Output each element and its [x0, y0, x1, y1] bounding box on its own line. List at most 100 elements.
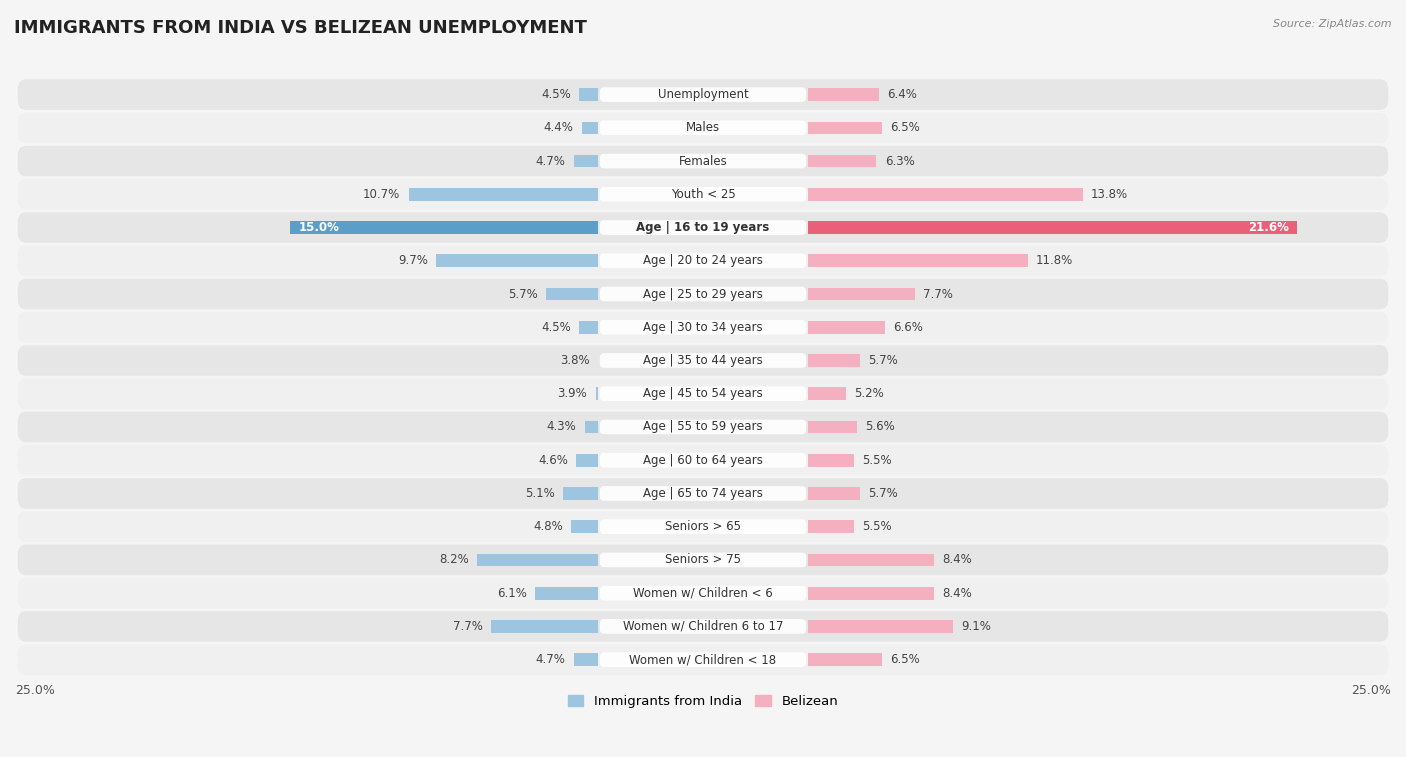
- Text: Age | 55 to 59 years: Age | 55 to 59 years: [643, 420, 763, 434]
- Text: 9.1%: 9.1%: [962, 620, 991, 633]
- Bar: [574, 154, 599, 167]
- Text: 4.8%: 4.8%: [533, 520, 562, 533]
- Text: Age | 25 to 29 years: Age | 25 to 29 years: [643, 288, 763, 301]
- FancyBboxPatch shape: [18, 611, 1388, 642]
- Text: Females: Females: [679, 154, 727, 167]
- Bar: [562, 488, 599, 500]
- FancyBboxPatch shape: [18, 378, 1388, 409]
- Bar: [807, 254, 1028, 267]
- Text: Age | 60 to 64 years: Age | 60 to 64 years: [643, 453, 763, 467]
- Text: 4.5%: 4.5%: [541, 88, 571, 101]
- Text: 6.1%: 6.1%: [496, 587, 527, 600]
- Text: 8.2%: 8.2%: [439, 553, 470, 566]
- FancyBboxPatch shape: [600, 220, 806, 235]
- Bar: [807, 520, 855, 533]
- Text: 5.2%: 5.2%: [855, 388, 884, 400]
- FancyBboxPatch shape: [600, 386, 806, 401]
- Text: 5.7%: 5.7%: [868, 354, 898, 367]
- Bar: [807, 421, 858, 433]
- Text: 3.8%: 3.8%: [561, 354, 591, 367]
- Bar: [807, 188, 1083, 201]
- Bar: [436, 254, 599, 267]
- Text: 6.5%: 6.5%: [890, 121, 920, 134]
- Text: Unemployment: Unemployment: [658, 88, 748, 101]
- FancyBboxPatch shape: [600, 653, 806, 667]
- Bar: [807, 653, 882, 666]
- Text: Source: ZipAtlas.com: Source: ZipAtlas.com: [1274, 19, 1392, 29]
- Text: 8.4%: 8.4%: [942, 553, 972, 566]
- FancyBboxPatch shape: [600, 87, 806, 102]
- FancyBboxPatch shape: [600, 453, 806, 468]
- Bar: [807, 454, 855, 466]
- FancyBboxPatch shape: [18, 113, 1388, 143]
- Text: 7.7%: 7.7%: [924, 288, 953, 301]
- Text: Youth < 25: Youth < 25: [671, 188, 735, 201]
- Bar: [579, 321, 599, 334]
- FancyBboxPatch shape: [600, 486, 806, 501]
- FancyBboxPatch shape: [18, 512, 1388, 542]
- FancyBboxPatch shape: [18, 578, 1388, 609]
- Text: 25.0%: 25.0%: [15, 684, 55, 696]
- Text: Age | 45 to 54 years: Age | 45 to 54 years: [643, 388, 763, 400]
- Bar: [807, 89, 879, 101]
- Bar: [807, 388, 846, 400]
- Text: IMMIGRANTS FROM INDIA VS BELIZEAN UNEMPLOYMENT: IMMIGRANTS FROM INDIA VS BELIZEAN UNEMPL…: [14, 19, 586, 37]
- Bar: [807, 553, 934, 566]
- Text: 5.5%: 5.5%: [863, 520, 893, 533]
- FancyBboxPatch shape: [600, 354, 806, 368]
- Bar: [536, 587, 599, 600]
- FancyBboxPatch shape: [600, 519, 806, 534]
- FancyBboxPatch shape: [18, 312, 1388, 343]
- Text: 4.6%: 4.6%: [538, 453, 568, 467]
- Bar: [807, 288, 915, 301]
- FancyBboxPatch shape: [18, 79, 1388, 110]
- Bar: [585, 421, 599, 433]
- Text: Women w/ Children < 18: Women w/ Children < 18: [630, 653, 776, 666]
- Text: 4.5%: 4.5%: [541, 321, 571, 334]
- Text: 5.6%: 5.6%: [865, 420, 896, 434]
- Text: 6.6%: 6.6%: [893, 321, 922, 334]
- Text: 4.7%: 4.7%: [536, 653, 565, 666]
- Text: 6.4%: 6.4%: [887, 88, 917, 101]
- FancyBboxPatch shape: [18, 445, 1388, 475]
- FancyBboxPatch shape: [18, 146, 1388, 176]
- Bar: [290, 221, 599, 234]
- Text: 3.9%: 3.9%: [558, 388, 588, 400]
- Text: 6.3%: 6.3%: [884, 154, 914, 167]
- Text: Age | 16 to 19 years: Age | 16 to 19 years: [637, 221, 769, 234]
- Text: 8.4%: 8.4%: [942, 587, 972, 600]
- Text: 5.5%: 5.5%: [863, 453, 893, 467]
- Text: 25.0%: 25.0%: [1351, 684, 1391, 696]
- Bar: [571, 520, 599, 533]
- FancyBboxPatch shape: [18, 544, 1388, 575]
- Bar: [576, 454, 599, 466]
- FancyBboxPatch shape: [18, 212, 1388, 243]
- Bar: [807, 354, 860, 367]
- FancyBboxPatch shape: [18, 179, 1388, 210]
- FancyBboxPatch shape: [600, 287, 806, 301]
- FancyBboxPatch shape: [600, 187, 806, 201]
- Text: 4.3%: 4.3%: [547, 420, 576, 434]
- FancyBboxPatch shape: [600, 586, 806, 600]
- Text: 5.1%: 5.1%: [524, 487, 554, 500]
- Bar: [807, 321, 884, 334]
- Bar: [579, 89, 599, 101]
- Bar: [596, 388, 599, 400]
- FancyBboxPatch shape: [600, 120, 806, 136]
- Bar: [582, 122, 599, 134]
- Text: Seniors > 75: Seniors > 75: [665, 553, 741, 566]
- FancyBboxPatch shape: [18, 245, 1388, 276]
- Bar: [807, 221, 1298, 234]
- FancyBboxPatch shape: [18, 345, 1388, 375]
- Text: Women w/ Children < 6: Women w/ Children < 6: [633, 587, 773, 600]
- FancyBboxPatch shape: [600, 154, 806, 168]
- Text: 5.7%: 5.7%: [508, 288, 538, 301]
- Text: 15.0%: 15.0%: [298, 221, 339, 234]
- Text: 10.7%: 10.7%: [363, 188, 401, 201]
- Bar: [807, 154, 876, 167]
- Bar: [807, 122, 882, 134]
- Text: Women w/ Children 6 to 17: Women w/ Children 6 to 17: [623, 620, 783, 633]
- FancyBboxPatch shape: [600, 254, 806, 268]
- Text: 5.7%: 5.7%: [868, 487, 898, 500]
- Bar: [546, 288, 599, 301]
